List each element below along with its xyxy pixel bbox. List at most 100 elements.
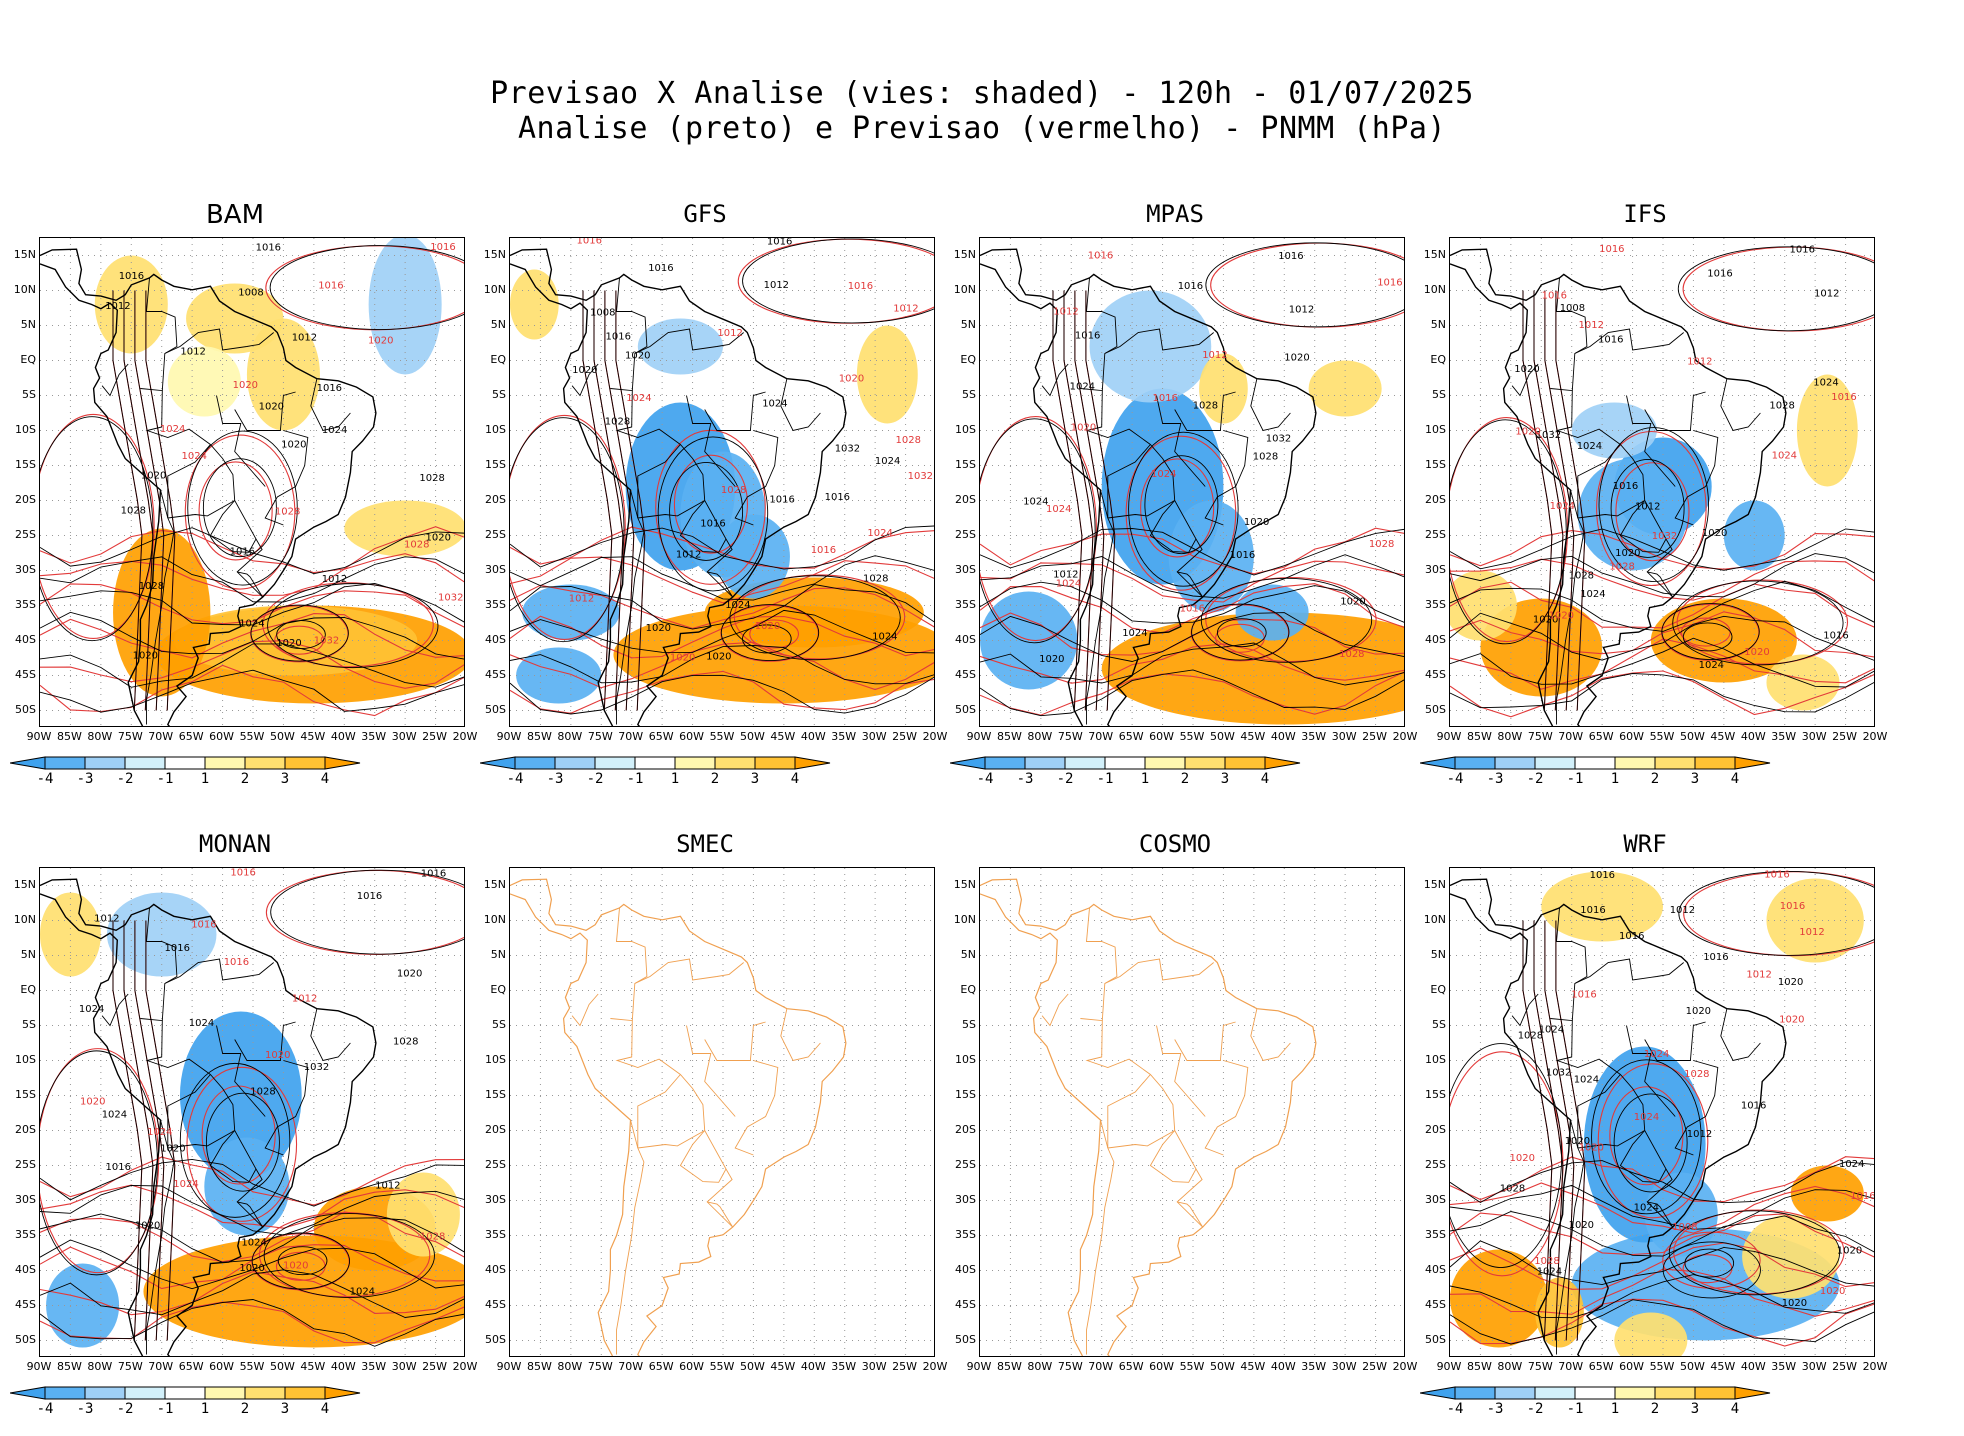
lon-tick-label: 50W xyxy=(1209,730,1235,743)
lon-tick-label: 70W xyxy=(618,1360,644,1373)
lat-tick-label: 10S xyxy=(485,1052,506,1066)
lat-tick-label: 15N xyxy=(13,247,36,261)
lon-tick-label: 45W xyxy=(1240,1360,1266,1373)
coastline xyxy=(510,878,847,1356)
colorbar-tick-label: -3 xyxy=(1486,1401,1504,1417)
lat-tick-label: 35S xyxy=(1425,1227,1446,1241)
map-frame xyxy=(979,867,1405,1357)
country-border xyxy=(216,395,266,487)
bias-shading xyxy=(510,269,559,340)
lon-tick-label: 30W xyxy=(391,730,417,743)
panel-gfs: GFS 15N 10N 5N EQ 5S 10S 15S 20S 25S 30S 35S 40S 45S 5… xyxy=(470,200,947,800)
contour-label: 1012 xyxy=(105,301,130,312)
lat-tick-label: 30S xyxy=(1425,562,1446,576)
lon-tick-label: 50W xyxy=(1679,730,1705,743)
colorbar-extend-low xyxy=(10,1386,46,1400)
panel-title: GFS xyxy=(683,200,727,228)
isobar xyxy=(980,669,1404,717)
isobar xyxy=(1677,246,1874,332)
contour-label: 1016 xyxy=(1180,604,1205,615)
country-border xyxy=(1041,993,1069,1027)
isobar xyxy=(980,416,1097,642)
contour-label: 1020 xyxy=(1569,1220,1594,1231)
colorbar-segment xyxy=(284,1386,326,1400)
bias-shading xyxy=(1723,500,1785,571)
isobar xyxy=(1205,242,1404,328)
contour-label: 1032 xyxy=(1652,531,1677,542)
isobar xyxy=(657,436,769,592)
lon-tick-label: 25W xyxy=(1832,730,1857,743)
isobar xyxy=(510,615,934,659)
colorbar-tick-label: -1 xyxy=(1096,771,1114,787)
contour-label: 1020 xyxy=(1615,548,1640,559)
lat-tick-label: 25S xyxy=(955,527,976,541)
contour-label: 1016 xyxy=(1619,931,1644,942)
lat-tick-label: 10S xyxy=(15,422,36,436)
colorbar-tick-label: -2 xyxy=(586,771,604,787)
isobar xyxy=(1128,431,1239,587)
lon-tick-label: 65W xyxy=(178,730,204,743)
contour-label: 1016 xyxy=(191,919,216,930)
isobar xyxy=(112,290,143,711)
bias-shading xyxy=(1450,570,1517,641)
coastline xyxy=(40,248,377,726)
contour-label: 1020 xyxy=(276,638,301,649)
colorbar-segment xyxy=(714,756,756,770)
lon-tick-label: 25W xyxy=(1832,1360,1857,1373)
bias-shading xyxy=(1796,374,1858,487)
contour-label: 1020 xyxy=(1533,615,1558,626)
lon-tick-label: 80W xyxy=(1497,1360,1523,1373)
lat-tick-label: 40S xyxy=(485,632,506,646)
lon-tick-label: 55W xyxy=(1649,730,1675,743)
lon-tick-label: 25W xyxy=(892,730,917,743)
isobar xyxy=(267,583,439,669)
isobar xyxy=(40,553,464,596)
colorbar-segment xyxy=(1694,1386,1736,1400)
contour-label: 1020 xyxy=(646,623,671,634)
contour-label: 1020 xyxy=(397,969,422,980)
contour-label: 1020 xyxy=(283,1261,308,1272)
isobar xyxy=(1450,558,1874,601)
country-border xyxy=(1174,391,1236,431)
colorbar-tick-label: -4 xyxy=(36,771,54,787)
contour-label: 1028 xyxy=(1769,401,1794,412)
isobar xyxy=(510,555,934,601)
isobar xyxy=(40,1156,464,1206)
country-border xyxy=(610,388,734,598)
colorbar-tick-label: 2 xyxy=(710,771,720,787)
lat-tick-label: 20S xyxy=(485,492,506,506)
contour-label: 1008 xyxy=(238,287,263,298)
country-border xyxy=(1204,430,1249,526)
country-border xyxy=(1577,444,1621,518)
colorbar-extend-high xyxy=(324,1386,361,1400)
isobar xyxy=(1668,1210,1841,1296)
isobar xyxy=(1450,1211,1874,1257)
contour-label: 1016 xyxy=(165,943,190,954)
lon-tick-label: 40W xyxy=(1270,730,1296,743)
lon-tick-label: 90W xyxy=(966,730,992,743)
isobar xyxy=(1613,1093,1688,1193)
colorbar-tick-label: -4 xyxy=(1446,771,1464,787)
lon-tick-label: 30W xyxy=(391,1360,417,1373)
contour-label: 1020 xyxy=(625,350,650,361)
colorbar: -4 -3 -2 -1 1 2 3 4 xyxy=(10,755,440,795)
lat-tick-label: 35S xyxy=(15,597,36,611)
lon-tick-label: 25W xyxy=(422,730,447,743)
lon-tick-label: 25W xyxy=(892,1360,917,1373)
colorbar-segment xyxy=(1494,756,1536,770)
lon-tick-label: 35W xyxy=(361,1360,387,1373)
country-border xyxy=(1619,1130,1667,1183)
colorbar-segment xyxy=(204,756,246,770)
lon-tick-label: 70W xyxy=(1088,1360,1114,1373)
colorbar-segment xyxy=(1104,756,1146,770)
isobar xyxy=(1450,528,1874,571)
lon-tick-label: 80W xyxy=(557,1360,583,1373)
contour-label: 1020 xyxy=(1779,1015,1804,1026)
map-svg: 1016 1016 1012 1016 1020 1024 1028 1032 1028 1024… xyxy=(980,238,1404,726)
lon-tick-label: 50W xyxy=(1209,1360,1235,1373)
isobar xyxy=(40,1239,464,1290)
colorbar-tick-label: 2 xyxy=(1650,1401,1660,1417)
lon-tick-label: 85W xyxy=(526,730,552,743)
lon-tick-label: 30W xyxy=(1801,730,1827,743)
colorbar-segment xyxy=(44,756,86,770)
